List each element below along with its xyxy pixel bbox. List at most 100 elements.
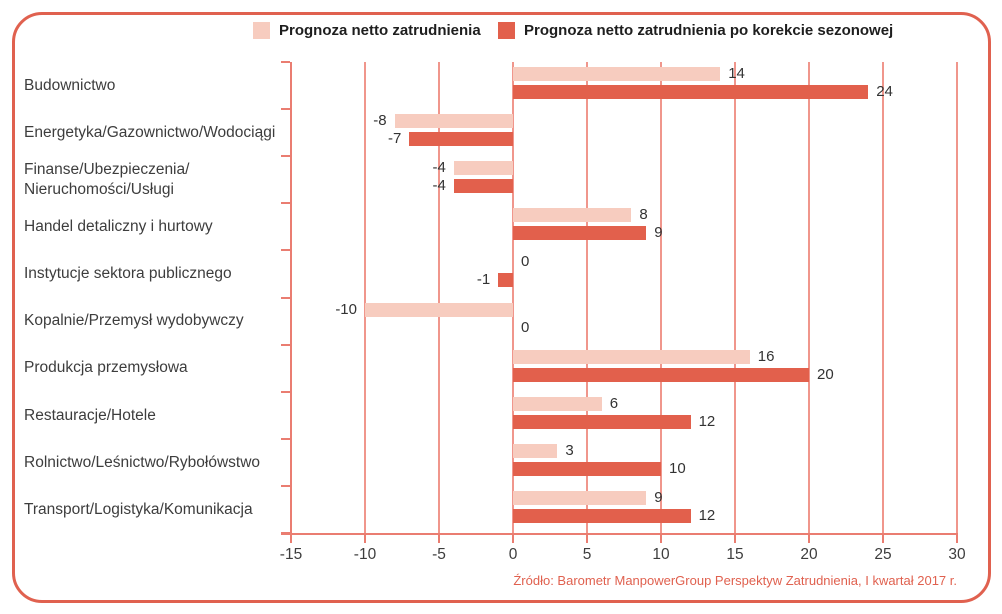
category-label: Instytucje sektora publicznego — [24, 265, 232, 283]
value-label: 20 — [817, 365, 834, 383]
gridline — [956, 62, 958, 533]
x-axis-tick — [512, 535, 514, 543]
x-tick-label: -10 — [353, 546, 377, 563]
value-label: 16 — [757, 347, 775, 365]
category-label: Rolnictwo/Leśnictwo/Rybołówstwo — [24, 453, 261, 471]
gridline — [364, 62, 366, 533]
bar — [513, 443, 558, 458]
category-label: Restauracje/Hotele — [24, 406, 156, 424]
category-axis-tick — [281, 61, 290, 63]
legend-label: Prognoza netto zatrudnienia — [279, 22, 481, 39]
bar — [513, 396, 602, 411]
bar — [513, 414, 691, 429]
x-tick-label: 25 — [874, 546, 892, 563]
value-label: -10 — [335, 300, 357, 318]
gridline — [882, 62, 884, 533]
bar — [453, 161, 513, 176]
value-label: 0 — [521, 253, 530, 271]
value-label: -4 — [432, 177, 446, 195]
gridline — [808, 62, 810, 533]
x-axis-tick — [438, 535, 440, 543]
source-caption: Źródło: Barometr ManpowerGroup Perspekty… — [513, 573, 957, 588]
gridline — [734, 62, 736, 533]
legend-swatch-light — [253, 22, 270, 39]
x-tick-label: 30 — [948, 546, 966, 563]
bar — [513, 208, 632, 223]
legend-label: Prognoza netto zatrudnienia po korekcie … — [524, 22, 894, 39]
bar — [513, 226, 647, 241]
bar — [409, 132, 513, 147]
category-label: Transport/Logistyka/Komunikacja — [24, 500, 253, 518]
bar — [513, 85, 869, 99]
category-axis-labels: Budownictwo Energetyka/Gazownictwo/Wodoci… — [24, 62, 286, 533]
bar — [513, 349, 750, 364]
x-axis-tick — [882, 535, 884, 543]
category-label: Finanse/Ubezpieczenia/ Nieruchomości/Usł… — [24, 161, 190, 198]
category-axis-line — [290, 62, 292, 535]
bar — [513, 508, 691, 523]
bar — [453, 179, 513, 194]
bar — [513, 490, 647, 505]
value-label: -1 — [476, 271, 491, 289]
category-label: Produkcja przemysłowa — [24, 359, 188, 377]
category-axis-tick — [281, 390, 290, 393]
value-label: 12 — [698, 412, 716, 430]
bar — [365, 302, 513, 317]
x-tick-label: 10 — [652, 546, 670, 563]
value-label: 24 — [876, 83, 893, 100]
x-axis-tick — [734, 535, 736, 543]
category-label: Energetyka/Gazownictwo/Wodociągi — [24, 123, 276, 141]
category-axis-tick — [281, 343, 290, 346]
value-label: -4 — [432, 159, 446, 177]
gridline — [512, 62, 514, 533]
gridline — [660, 62, 662, 533]
gridline — [586, 62, 588, 533]
category-axis-tick — [281, 532, 290, 534]
x-tick-label: 0 — [508, 546, 518, 563]
x-tick-label: 20 — [800, 546, 818, 563]
gridline — [438, 62, 440, 533]
bar — [394, 114, 513, 129]
category-label: Kopalnie/Przemysł wydobywczy — [24, 312, 244, 330]
category-axis-tick — [281, 108, 290, 111]
value-label: -7 — [388, 130, 402, 148]
category-axis-tick — [281, 437, 290, 440]
chart-card-border — [12, 12, 991, 603]
plot-area: -15 -10 -5 0 5 10 15 20 25 30 14 24 -8 -7 -4 -4 8 9 0 -1 -10… — [280, 61, 966, 563]
x-tick-label: -5 — [432, 546, 446, 563]
bar — [513, 67, 721, 81]
x-axis-tick — [808, 535, 810, 543]
value-label: 3 — [565, 441, 574, 459]
bar — [498, 273, 513, 288]
legend-item-net-forecast: Prognoza netto zatrudnienia — [253, 22, 481, 39]
bar — [513, 367, 809, 382]
x-axis-tick — [956, 535, 958, 543]
category-label: Budownictwo — [24, 76, 116, 94]
category-label: Handel detaliczny i hurtowy — [24, 218, 213, 236]
category-axis-tick — [281, 249, 290, 252]
value-label: 9 — [654, 224, 663, 242]
legend-item-seasonally-adjusted: Prognoza netto zatrudnienia po korekcie … — [498, 22, 893, 39]
value-label: 9 — [654, 488, 663, 506]
legend-swatch-dark — [498, 22, 515, 39]
value-label: 14 — [728, 65, 745, 82]
category-axis-tick — [281, 484, 290, 487]
x-axis-tick — [586, 535, 588, 543]
category-axis-tick — [281, 296, 290, 299]
value-label: 10 — [669, 459, 686, 477]
category-axis-tick — [281, 202, 290, 205]
category-axis-tick — [281, 155, 290, 158]
value-axis-line — [281, 533, 958, 535]
value-label: 6 — [609, 394, 619, 412]
value-label: -8 — [373, 112, 387, 130]
bar — [513, 461, 661, 476]
value-label: 8 — [639, 206, 648, 224]
x-axis-tick — [290, 535, 292, 543]
value-label: 0 — [521, 318, 530, 336]
x-axis-tick — [660, 535, 662, 543]
value-label: 12 — [698, 506, 716, 524]
x-tick-label: -15 — [279, 546, 303, 563]
x-tick-label: 15 — [726, 546, 744, 563]
x-axis-tick — [364, 535, 366, 543]
x-tick-label: 5 — [582, 546, 592, 563]
